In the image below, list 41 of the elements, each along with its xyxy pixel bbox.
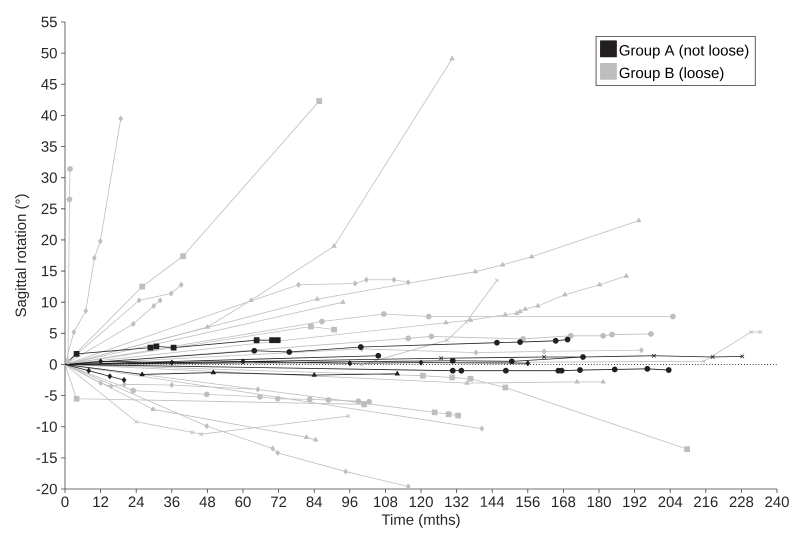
y-tick-label: 5 xyxy=(50,328,57,339)
x-tick-label: 0 xyxy=(61,496,69,508)
x-tick-label: 228 xyxy=(730,496,754,508)
y-tick-label: 10 xyxy=(42,296,57,308)
x-tick-label: 24 xyxy=(128,496,144,507)
y-tick-label: 30 xyxy=(41,172,57,183)
y-tick-label: -20 xyxy=(36,484,57,494)
x-tick-label: 204 xyxy=(658,496,682,508)
y-tick-label: -15 xyxy=(36,452,57,464)
x-tick-label: 36 xyxy=(164,496,180,508)
x-tick-label: 132 xyxy=(445,496,468,508)
y-tick-label: -10 xyxy=(36,421,57,432)
x-axis-title: Time (mths) xyxy=(382,514,460,528)
legend-label: Group A (not loose) xyxy=(620,44,748,59)
x-tick-label: 240 xyxy=(765,496,789,508)
y-tick-label: 15 xyxy=(42,266,57,276)
x-tick-label: 108 xyxy=(374,496,398,508)
x-tick-label: 96 xyxy=(342,496,358,508)
x-tick-label: 144 xyxy=(480,496,504,507)
x-tick-label: 192 xyxy=(623,496,646,508)
x-tick-label: 156 xyxy=(516,496,540,508)
x-tick-label: 180 xyxy=(588,496,611,508)
legend-label: Group B (loose) xyxy=(620,67,724,82)
y-tick-label: 40 xyxy=(41,110,57,121)
y-tick-label: -5 xyxy=(44,390,57,401)
y-tick-label: 55 xyxy=(41,16,57,28)
y-tick-label: 45 xyxy=(41,79,57,90)
x-tick-label: 60 xyxy=(235,496,251,508)
y-axis-title: Sagittal rotation (°) xyxy=(15,194,30,317)
x-tick-label: 12 xyxy=(93,496,108,507)
x-tick-label: 84 xyxy=(306,496,322,508)
x-tick-label: 72 xyxy=(271,496,286,507)
y-tick-label: 25 xyxy=(42,204,57,214)
x-tick-label: 48 xyxy=(199,496,216,508)
y-tick-label: 0 xyxy=(50,359,57,370)
y-tick-label: 35 xyxy=(41,141,57,152)
y-tick-label: 20 xyxy=(42,234,57,246)
x-tick-label: 216 xyxy=(694,496,718,508)
y-tick-label: 50 xyxy=(41,48,57,58)
x-tick-label: 168 xyxy=(552,496,576,508)
x-tick-label: 120 xyxy=(410,496,433,508)
